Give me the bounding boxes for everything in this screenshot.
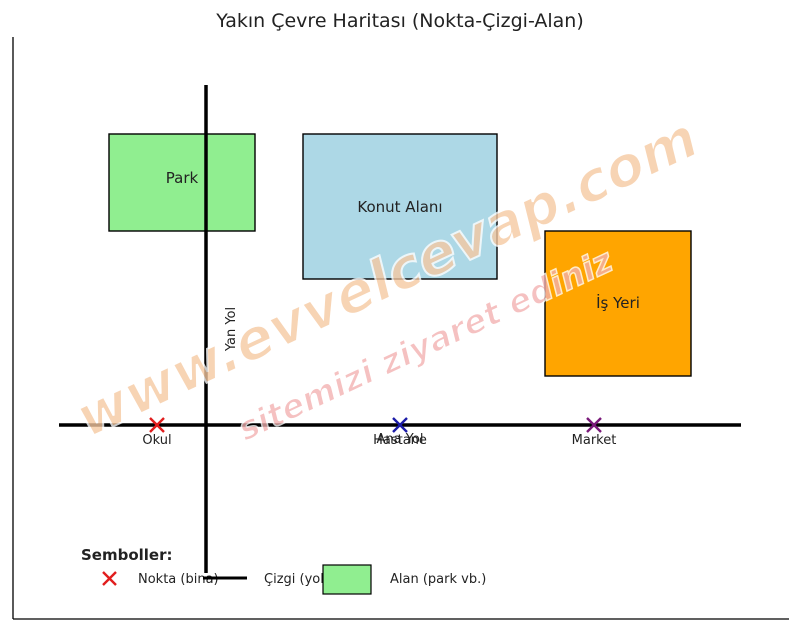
legend: Semboller: Nokta (bina) Çizgi (yol) Alan… [81,546,486,595]
side-road-label: Yan Yol [224,307,239,352]
legend-line-label: Çizgi (yol) [264,572,329,587]
market-label: Market [572,433,617,448]
legend-area-icon [322,564,372,595]
market-marker [586,417,602,433]
hospital-marker [392,417,408,433]
legend-area-label: Alan (park vb.) [390,572,486,587]
legend-point-label: Nokta (bina) [138,572,219,587]
hospital-label: Hastane [373,433,427,448]
residential-label: Konut Alanı [357,198,442,216]
residential-area [302,133,498,280]
map-title: Yakın Çevre Haritası (Nokta-Çizgi-Alan) [215,10,584,32]
legend-point-icon [102,571,117,586]
main-road-label: Ana Yol [376,432,423,447]
park-label: Park [166,169,199,187]
legend-heading: Semboller: [81,546,173,564]
park-area [108,133,256,232]
school-label: Okul [142,433,171,448]
school-marker [149,417,165,433]
workplace-area [544,230,692,377]
workplace-label: İş Yeri [596,293,640,312]
